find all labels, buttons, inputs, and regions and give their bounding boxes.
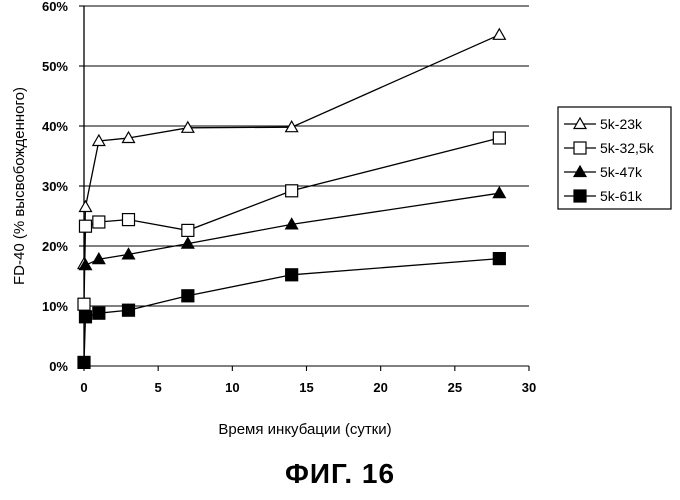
data-point	[286, 185, 298, 197]
legend-label: 5k-23k	[600, 116, 643, 132]
legend-label: 5k-32,5k	[600, 140, 655, 156]
data-point	[123, 214, 135, 226]
data-point	[182, 290, 194, 302]
series-5k-47k	[79, 187, 505, 270]
series-5k-23k	[78, 29, 505, 269]
axes-group: 0% 10% 20% 30% 40% 50% 60% 0 5 10 15 20 25 30	[42, 0, 536, 395]
y-tick-label: 30%	[42, 179, 68, 194]
data-point	[79, 311, 91, 323]
data-point	[79, 201, 91, 212]
series-line	[84, 35, 499, 264]
y-tick-label: 0%	[49, 359, 68, 374]
x-axis-title: Время инкубации (сутки)	[218, 421, 391, 438]
data-point	[78, 298, 90, 310]
data-point	[286, 269, 298, 281]
data-point	[93, 216, 105, 228]
legend-label: 5k-61k	[600, 188, 643, 204]
data-point	[78, 356, 90, 368]
y-axis-title: FD-40 (% высвобожденного)	[11, 87, 28, 285]
x-tick-label: 5	[155, 380, 162, 395]
y-tick-label: 10%	[42, 299, 68, 314]
x-tick-label: 10	[225, 380, 239, 395]
x-tick-label: 20	[373, 380, 387, 395]
y-tick-label: 20%	[42, 239, 68, 254]
data-point	[493, 29, 505, 40]
data-point	[493, 132, 505, 144]
data-point	[493, 253, 505, 265]
x-tick-label: 15	[299, 380, 313, 395]
y-tick-label: 50%	[42, 59, 68, 74]
series-group	[78, 29, 505, 369]
legend-marker	[574, 190, 586, 202]
data-point	[93, 307, 105, 319]
line-chart: 0%10%20%30%40%50%60%051015202530 5k-23k5…	[0, 0, 680, 455]
data-point	[123, 304, 135, 316]
figure-caption: ФИГ. 16	[0, 458, 680, 490]
x-tick-label: 0	[80, 380, 87, 395]
legend-label: 5k-47k	[600, 164, 643, 180]
x-tick-label: 25	[448, 380, 462, 395]
y-tick-label: 40%	[42, 119, 68, 134]
legend-entry: 5k-32,5k	[564, 140, 655, 156]
y-tick-label: 60%	[42, 0, 68, 14]
legend: 5k-23k 5k-32,5k 5k-47k 5k-61k	[558, 107, 671, 209]
series-5k-61k	[78, 253, 505, 369]
data-point	[493, 187, 505, 198]
data-point	[182, 224, 194, 236]
data-point	[79, 220, 91, 232]
legend-entry: 5k-61k	[564, 188, 643, 204]
legend-marker	[574, 142, 586, 154]
data-point	[182, 122, 194, 133]
x-tick-label: 30	[522, 380, 536, 395]
